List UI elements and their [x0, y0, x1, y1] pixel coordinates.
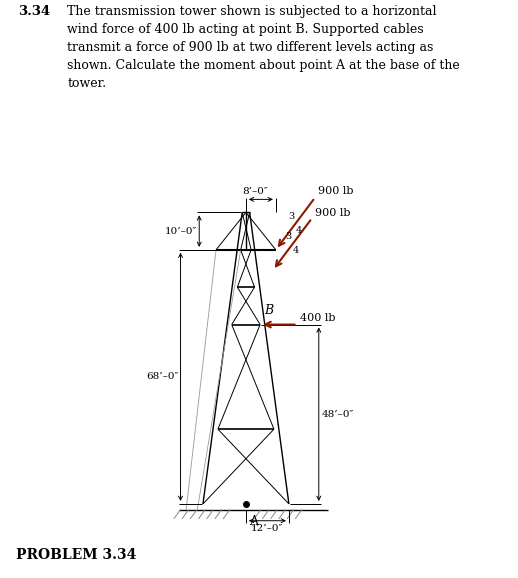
- Text: 400 lb: 400 lb: [300, 313, 336, 323]
- Text: 4: 4: [293, 246, 299, 255]
- Text: A: A: [249, 515, 258, 528]
- Text: 900 lb: 900 lb: [318, 186, 354, 195]
- Text: The transmission tower shown is subjected to a horizontal
wind force of 400 lb a: The transmission tower shown is subjecte…: [67, 5, 460, 90]
- Text: 900 lb: 900 lb: [315, 208, 351, 218]
- Text: 3: 3: [288, 212, 294, 221]
- Text: 8’–0″: 8’–0″: [242, 187, 268, 197]
- Text: B: B: [264, 304, 273, 317]
- Text: 10’–0″: 10’–0″: [165, 227, 197, 236]
- Text: 48’–0″: 48’–0″: [322, 410, 354, 418]
- Text: 12’–0″: 12’–0″: [251, 524, 283, 533]
- Text: 4: 4: [296, 225, 303, 235]
- Text: PROBLEM 3.34: PROBLEM 3.34: [16, 548, 136, 562]
- Text: 3.34: 3.34: [18, 5, 50, 18]
- Text: 3: 3: [285, 232, 291, 241]
- Text: 68’–0″: 68’–0″: [146, 372, 179, 381]
